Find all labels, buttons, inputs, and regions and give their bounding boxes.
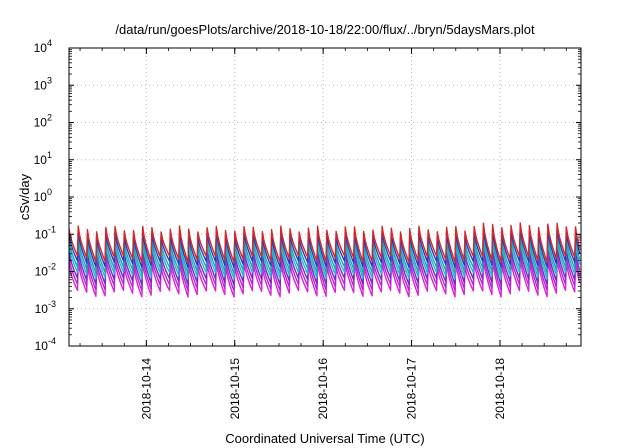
series-line (68, 222, 581, 263)
series-line (68, 233, 581, 275)
chart-title: /data/run/goesPlots/archive/2018-10-18/2… (115, 22, 535, 37)
series-line (68, 244, 581, 286)
grid-layer (69, 48, 581, 346)
y-tick-label: 103 (34, 75, 52, 92)
tick-layer: 104 103 102 101 100 10-1 10-2 10-3 10-4 2018-10-1… (34, 38, 581, 419)
series-line (68, 257, 581, 298)
y-tick-label: 104 (34, 38, 52, 55)
series-layer (68, 222, 581, 298)
x-tick-label: 2018-10-17 (405, 358, 419, 420)
y-tick-label: 10-2 (35, 262, 56, 279)
series-line (68, 250, 581, 292)
y-tick-label: 10-3 (35, 299, 56, 316)
y-tick-label: 10-1 (35, 224, 56, 241)
y-tick-label: 102 (34, 113, 52, 130)
x-axis-label: Coordinated Universal Time (UTC) (225, 431, 424, 446)
y-tick-label: 100 (34, 187, 52, 204)
y-tick-label: 10-4 (35, 336, 56, 353)
series-line (68, 239, 581, 280)
x-tick-label: 2018-10-16 (316, 358, 330, 420)
x-tick-label: 2018-10-18 (493, 358, 507, 420)
y-tick-label: 101 (34, 150, 52, 167)
series-line (68, 227, 581, 269)
x-tick-label: 2018-10-14 (139, 358, 153, 420)
y-axis-label: cSv/day (17, 173, 32, 220)
x-tick-label: 2018-10-15 (228, 358, 242, 420)
